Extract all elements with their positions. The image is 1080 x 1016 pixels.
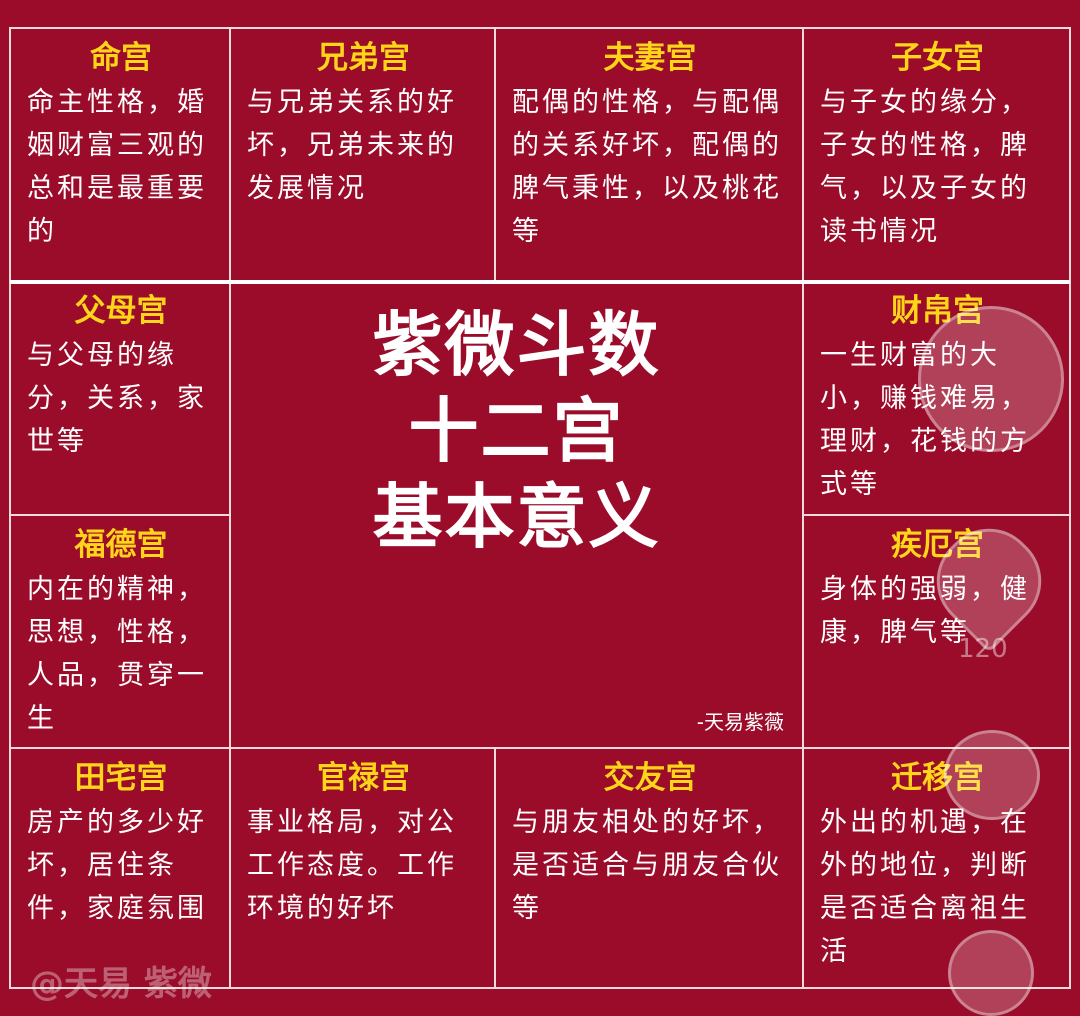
palace-jie: 疾厄宫 身体的强弱，健康，脾气等 [802, 514, 1071, 749]
palace-title: 命宫 [90, 40, 152, 76]
center-title-line-2: 十二宫 [408, 390, 625, 472]
palace-title: 兄弟宫 [317, 40, 410, 76]
palace-title: 福德宫 [74, 527, 168, 563]
palace-desc: 内在的精神，思想，性格，人品，贯穿一生 [27, 574, 207, 734]
palace-desc: 与子女的缘分，子女的性格，脾气，以及子女的读书情况 [820, 87, 1030, 247]
palace-title: 子女宫 [891, 40, 984, 76]
palace-title: 夫妻宫 [603, 40, 697, 76]
palace-title: 疾厄宫 [891, 527, 984, 563]
palace-desc: 配偶的性格，与配偶的关系好坏，配偶的脾气秉性，以及桃花等 [512, 87, 782, 247]
favorite-star-icon[interactable] [948, 930, 1034, 1016]
author-signature: -天易紫薇 [696, 710, 784, 734]
palace-desc: 与兄弟关系的好坏，兄弟未来的发展情况 [247, 87, 457, 204]
palace-ming: 命宫 命主性格，婚姻财富三观的总和是最重要的 [9, 27, 231, 282]
palace-title: 田宅宫 [74, 760, 168, 796]
like-count: 120 [958, 634, 1008, 664]
center-title-line-3: 基本意义 [372, 476, 661, 558]
center-title-line-1: 紫微斗数 [372, 304, 661, 386]
palace-title: 父母宫 [74, 293, 168, 329]
palace-desc: 与父母的缘分，关系，家世等 [27, 340, 207, 457]
center-title-panel: 紫微斗数 十二宫 基本意义 -天易紫薇 [229, 280, 804, 749]
watermark: @天易 紫微 [30, 964, 212, 1004]
comment-icon[interactable] [944, 730, 1040, 820]
palace-desc: 与朋友相处的好坏，是否适合与朋友合伙等 [512, 807, 782, 924]
palace-tianzhai: 田宅宫 房产的多少好坏，居住条件，家庭氛围 [9, 747, 231, 989]
palace-jiaoyou: 交友宫 与朋友相处的好坏，是否适合与朋友合伙等 [494, 747, 804, 989]
palace-desc: 身体的强弱，健康，脾气等 [820, 574, 1030, 648]
avatar-overlay[interactable] [918, 306, 1064, 452]
palace-desc: 房产的多少好坏，居住条件，家庭氛围 [27, 807, 207, 924]
palace-zinv: 子女宫 与子女的缘分，子女的性格，脾气，以及子女的读书情况 [802, 27, 1071, 282]
palace-guanlu: 官禄宫 事业格局，对公工作态度。工作环境的好坏 [229, 747, 496, 989]
top-row-divider [10, 280, 1070, 284]
palace-fumu: 父母宫 与父母的缘分，关系，家世等 [9, 280, 231, 516]
palace-title: 官禄宫 [317, 760, 410, 796]
palace-fude: 福德宫 内在的精神，思想，性格，人品，贯穿一生 [9, 514, 231, 749]
palace-desc: 命主性格，婚姻财富三观的总和是最重要的 [27, 87, 207, 247]
palace-board: 命宫 命主性格，婚姻财富三观的总和是最重要的 兄弟宫 与兄弟关系的好坏，兄弟未来… [9, 27, 1071, 989]
palace-title: 交友宫 [603, 760, 697, 796]
palace-fuqi: 夫妻宫 配偶的性格，与配偶的关系好坏，配偶的脾气秉性，以及桃花等 [494, 27, 804, 282]
palace-desc: 事业格局，对公工作态度。工作环境的好坏 [247, 807, 457, 924]
palace-xiongdi: 兄弟宫 与兄弟关系的好坏，兄弟未来的发展情况 [229, 27, 496, 282]
